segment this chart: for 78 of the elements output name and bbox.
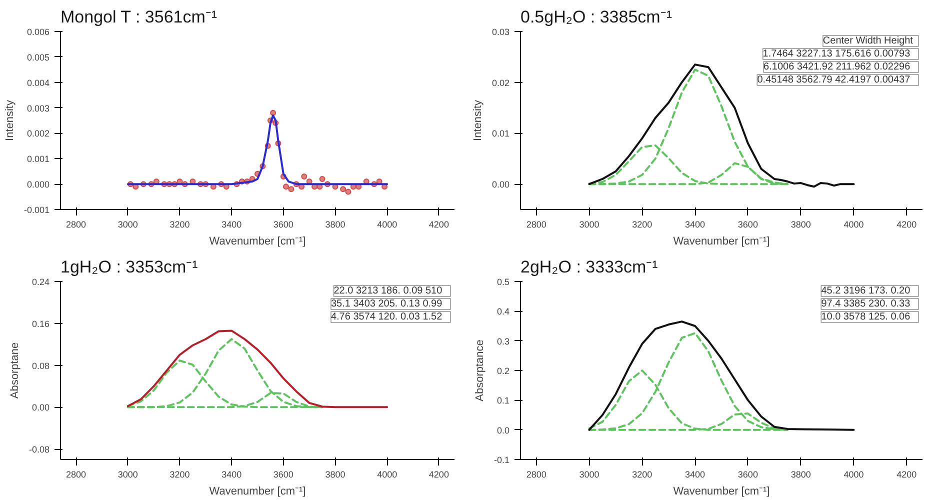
x-tick-label: 2800 — [66, 220, 86, 230]
annotation: 35.1 3403 205. 0.13 0.99 — [330, 298, 443, 310]
x-tick-label: 3000 — [579, 220, 600, 230]
annotation: 1.7464 3227.13 175.616 0.00793 — [762, 48, 911, 60]
y-tick-label: 0.5 — [496, 277, 510, 287]
y-tick-label: 0.00 — [32, 402, 50, 413]
x-tick-label: 4000 — [844, 220, 864, 230]
x-tick-label: 3600 — [273, 470, 294, 480]
y-axis-title: Absorptance — [474, 340, 486, 402]
y-tick-label: 0.01 — [492, 128, 510, 139]
y-tick-label: 0.001 — [26, 154, 50, 164]
annotation: 0.45148 3562.79 42.4197 0.00437 — [757, 74, 911, 86]
x-axis-title: Wavenumber [cm⁻¹] — [673, 486, 770, 498]
y-tick-label: 0.02 — [492, 78, 510, 88]
x-tick-label: 4200 — [428, 470, 449, 480]
y-tick-label: 0.00 — [492, 180, 510, 190]
x-tick-label: 3200 — [170, 220, 190, 230]
x-tick-label: 3400 — [222, 470, 242, 480]
annotation: 4.76 3574 120. 0.03 1.52 — [330, 312, 443, 322]
y-tick-label: -0.001 — [24, 205, 50, 215]
x-tick-label: 2800 — [526, 470, 546, 480]
x-tick-label: 3800 — [790, 220, 811, 230]
x-tick-label: 4000 — [844, 470, 864, 480]
x-tick-label: 4000 — [377, 470, 398, 480]
x-tick-label: 3600 — [273, 220, 294, 230]
y-tick-label: 0.2 — [496, 366, 510, 376]
x-tick-label: 4000 — [377, 220, 398, 230]
x-tick-label: 3800 — [790, 470, 811, 480]
y-tick-label: 0.003 — [26, 103, 50, 114]
x-tick-label: 3000 — [118, 470, 138, 480]
x-tick-label: 3800 — [325, 470, 346, 480]
x-tick-label: 3200 — [170, 470, 190, 480]
y-tick-label: 0.4 — [496, 306, 510, 317]
y-tick-label: 0.006 — [26, 27, 50, 37]
y-tick-label: 0.0 — [496, 425, 510, 436]
x-tick-label: 4200 — [896, 220, 917, 230]
annotation: 10.0 3578 125. 0.06 — [821, 312, 911, 322]
y-tick-label: 0.03 — [492, 27, 510, 37]
y-axis-title: Absorptane — [8, 342, 21, 399]
y-tick-label: -0.1 — [494, 455, 510, 465]
x-axis-title: Wavenumber [cm⁻¹] — [209, 236, 306, 248]
x-tick-label: 4200 — [896, 470, 917, 480]
y-axis-title: Intensity — [472, 100, 484, 141]
x-tick-label: 3600 — [738, 470, 758, 480]
y-tick-label: 0.000 — [26, 180, 50, 190]
y-tick-label: 0.24 — [32, 277, 50, 287]
x-tick-label: 3600 — [738, 220, 758, 230]
y-tick-label: 0.1 — [496, 396, 510, 406]
x-tick-label: 2800 — [526, 220, 546, 230]
x-tick-label: 3400 — [685, 470, 706, 480]
y-tick-label: 0.005 — [26, 52, 50, 62]
x-tick-label: 3400 — [685, 220, 706, 230]
y-tick-label: -0.08 — [28, 444, 50, 455]
x-tick-label: 2800 — [66, 470, 86, 480]
x-tick-label: 3000 — [579, 470, 600, 480]
x-axis-title: Wavenumber [cm⁻¹] — [673, 236, 770, 248]
y-axis-title: Intensity — [4, 100, 16, 141]
x-tick-label: 3000 — [118, 220, 138, 230]
y-tick-label: 0.004 — [26, 78, 50, 88]
chart-title: 1gH₂O : 3353cm⁻¹ — [60, 258, 198, 276]
y-tick-label: 0.002 — [26, 128, 50, 139]
x-tick-label: 4200 — [428, 220, 449, 230]
annotation: 22.0 3213 186. 0.09 510 — [334, 286, 443, 296]
x-tick-label: 3400 — [222, 220, 242, 230]
x-axis-title: Wavenumber [cm⁻¹] — [209, 486, 306, 498]
chart-title: 0.5gH₂O : 3385cm⁻¹ — [520, 8, 672, 26]
chart-title: Mongol T : 3561cm⁻¹ — [60, 8, 218, 26]
annotation: Center Width Height — [822, 36, 914, 46]
x-tick-label: 3200 — [632, 220, 652, 230]
annotation: 6.1006 3421.92 211.962 0.02296 — [764, 62, 911, 72]
annotation: 97.4 3385 230. 0.33 — [821, 298, 911, 310]
chart-title: 2gH₂O : 3333cm⁻¹ — [520, 258, 658, 276]
y-tick-label: 0.16 — [32, 318, 50, 329]
x-tick-label: 3200 — [632, 470, 652, 480]
annotation: 45.2 3196 173. 0.20 — [821, 286, 911, 296]
x-tick-label: 3800 — [325, 220, 346, 230]
y-tick-label: 0.08 — [32, 360, 50, 371]
y-tick-label: 0.3 — [496, 336, 510, 346]
